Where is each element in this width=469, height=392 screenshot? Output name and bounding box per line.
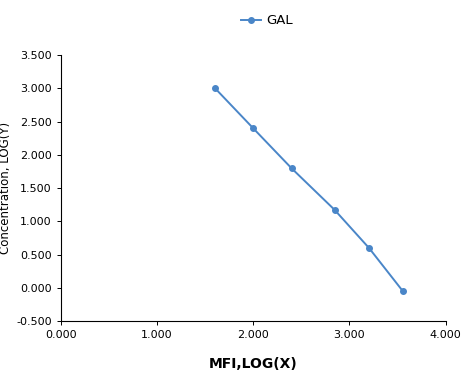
GAL [400,289,406,294]
Line: GAL: GAL [212,85,406,294]
Legend: GAL: GAL [242,15,293,27]
GAL [212,86,218,91]
GAL [366,246,372,250]
GAL [332,207,337,212]
GAL [289,166,295,171]
X-axis label: MFI,LOG(X): MFI,LOG(X) [209,357,298,371]
GAL [250,126,256,131]
Y-axis label: Concentration, LOG(Y): Concentration, LOG(Y) [0,122,12,254]
